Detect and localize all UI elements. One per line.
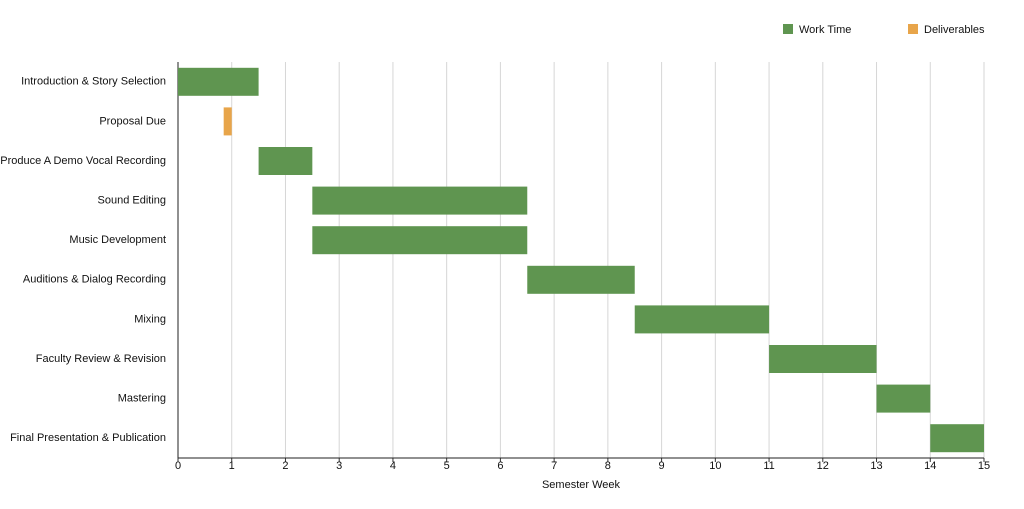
task-bar: [876, 384, 931, 413]
y-tick-label: Final Presentation & Publication: [10, 432, 166, 444]
y-tick-label: Auditions & Dialog Recording: [23, 274, 166, 286]
x-tick-label: 0: [175, 460, 181, 472]
task-bar: [930, 424, 984, 453]
x-tick-label: 13: [870, 460, 882, 472]
x-tick-label: 15: [978, 460, 990, 472]
y-tick-label: Mastering: [118, 393, 166, 405]
x-tick-label: 4: [390, 460, 396, 472]
x-tick-label: 14: [924, 460, 936, 472]
x-tick-label: 3: [336, 460, 342, 472]
task-bar: [769, 345, 877, 373]
x-tick-label: 5: [444, 460, 450, 472]
task-bar: [312, 186, 528, 215]
y-tick-label: Sound Editing: [98, 195, 167, 207]
x-tick-label: 1: [229, 460, 235, 472]
y-tick-label: Faculty Review & Revision: [36, 353, 166, 365]
legend-swatch: [908, 24, 918, 34]
task-bar: [527, 265, 635, 294]
x-tick-label: 6: [497, 460, 503, 472]
task-bar: [223, 107, 232, 136]
task-bar: [178, 67, 259, 96]
legend-label: Deliverables: [924, 24, 985, 36]
x-tick-label: 11: [763, 460, 774, 472]
legend-swatch: [783, 24, 793, 34]
y-tick-label: Proposal Due: [99, 115, 166, 127]
x-tick-label: 8: [605, 460, 611, 472]
task-bar: [634, 305, 770, 334]
task-bar: [312, 226, 528, 255]
y-tick-label: Mixing: [134, 313, 166, 325]
y-tick-label: Introduction & Story Selection: [21, 76, 166, 88]
x-axis-title: Semester Week: [542, 479, 621, 491]
x-tick-label: 10: [709, 460, 721, 472]
x-tick-label: 12: [817, 460, 829, 472]
x-tick-label: 7: [551, 460, 557, 472]
task-bar: [258, 147, 313, 175]
x-tick-label: 2: [282, 460, 288, 472]
y-tick-label: Produce A Demo Vocal Recording: [0, 155, 166, 167]
x-tick-label: 9: [659, 460, 665, 472]
legend-label: Work Time: [799, 24, 851, 36]
y-tick-label: Music Development: [69, 234, 166, 246]
